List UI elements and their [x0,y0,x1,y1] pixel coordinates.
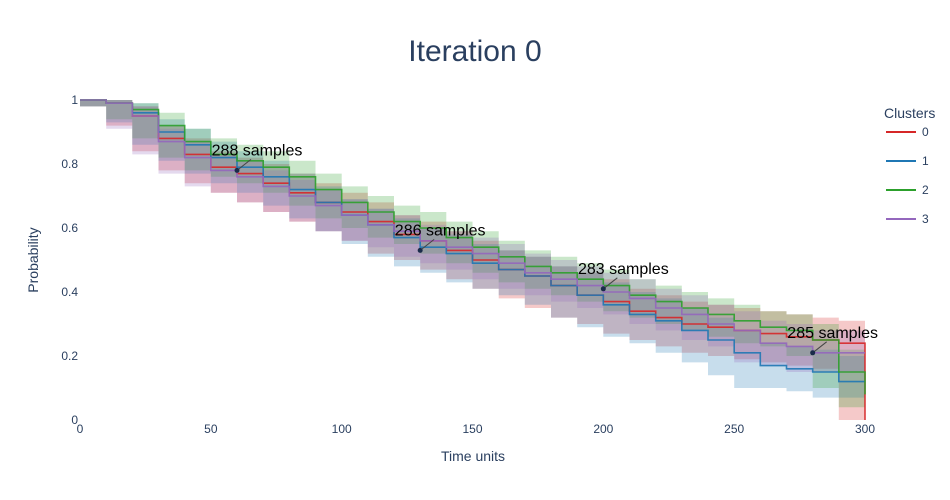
x-tick-label: 300 [855,422,875,436]
y-tick-label: 0 [71,413,78,427]
y-tick-label: 1 [71,93,78,107]
annotation-pointer [419,239,435,251]
sample-count-annotation: 288 samples [212,142,303,173]
x-axis-ticks: 0 50 100 150 200 250 300 [77,422,876,436]
sample-count-annotation: 285 samples [787,325,878,356]
survival-lines [80,99,866,420]
y-tick-label: 0.2 [61,349,78,363]
y-tick-label: 0.8 [61,157,78,171]
legend[interactable]: Clusters 0 1 2 3 [884,105,935,226]
x-tick-label: 0 [77,422,84,436]
y-axis-title: Probability [25,227,41,292]
x-tick-label: 50 [204,422,218,436]
chart-title: Iteration 0 [408,35,541,68]
x-tick-label: 150 [462,422,482,436]
sample-annotations: 288 samples 286 samples 283 samples 285 sam… [212,142,878,356]
annotation-marker [810,350,816,356]
annotation-pointer [603,277,618,290]
legend-item-cluster-2[interactable]: 2 [886,183,929,197]
legend-label: 3 [922,212,929,226]
annotation-label: 286 samples [395,222,486,239]
annotation-label: 283 samples [578,261,669,278]
survival-line-cluster-3[interactable] [80,99,865,354]
legend-label: 0 [922,125,929,139]
legend-label: 2 [922,183,929,197]
legend-label: 1 [922,154,929,168]
annotation-marker [600,286,606,292]
annotation-pointer [812,341,827,354]
annotation-label: 288 samples [212,142,303,159]
sample-count-annotation: 286 samples [395,222,486,253]
ci-band-cluster-3 [80,100,865,372]
legend-item-cluster-3[interactable]: 3 [886,212,929,226]
y-axis-ticks: 0 0.2 0.4 0.6 0.8 1 [61,93,78,427]
survival-line-cluster-1[interactable] [80,99,865,383]
x-tick-label: 100 [332,422,352,436]
annotation-marker [417,247,423,253]
legend-item-cluster-0[interactable]: 0 [886,125,929,139]
annotation-marker [234,167,240,173]
x-tick-label: 250 [724,422,744,436]
legend-title: Clusters [884,105,935,121]
annotation-label: 285 samples [787,325,878,342]
sample-count-annotation: 283 samples [578,261,669,292]
y-tick-label: 0.6 [61,221,78,235]
x-axis-title: Time units [441,448,505,464]
x-tick-label: 200 [593,422,613,436]
y-tick-label: 0.4 [61,285,78,299]
annotation-pointer [236,159,252,171]
legend-item-cluster-1[interactable]: 1 [886,154,929,168]
